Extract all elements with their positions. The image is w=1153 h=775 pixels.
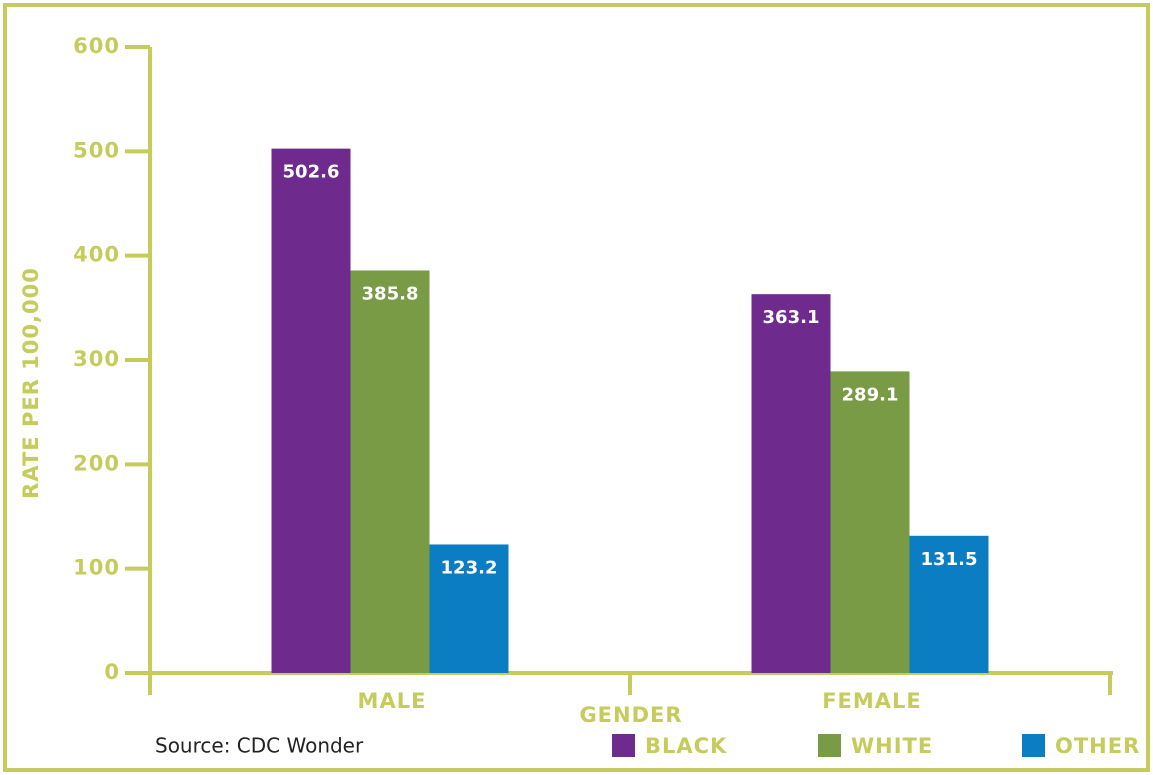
data-label: 123.2 xyxy=(441,557,498,578)
y-tick-label: 500 xyxy=(73,138,120,162)
legend-swatch xyxy=(612,734,635,757)
legend-label: BLACK xyxy=(645,734,727,758)
bar xyxy=(271,148,351,673)
legend-swatch xyxy=(1022,734,1045,757)
data-label: 289.1 xyxy=(842,384,899,405)
bar xyxy=(751,294,831,673)
y-tick-label: 400 xyxy=(73,243,120,267)
x-axis-label: GENDER xyxy=(579,703,682,727)
legend-label: WHITE xyxy=(851,734,933,758)
bar xyxy=(830,371,910,673)
x-tick-label: FEMALE xyxy=(822,689,922,713)
bar xyxy=(350,270,430,673)
legend-label: OTHER xyxy=(1055,734,1140,758)
legend-swatch xyxy=(818,734,841,757)
data-label: 131.5 xyxy=(921,549,978,570)
data-label: 363.1 xyxy=(763,307,820,328)
y-tick-label: 200 xyxy=(73,451,120,475)
source-note: Source: CDC Wonder xyxy=(155,734,364,758)
y-axis-label: RATE PER 100,000 xyxy=(19,267,43,499)
y-tick-label: 100 xyxy=(73,556,120,580)
frame xyxy=(3,3,1150,772)
y-tick-label: 600 xyxy=(73,34,120,58)
data-label: 385.8 xyxy=(362,283,419,304)
bar xyxy=(429,544,509,673)
y-tick-label: 300 xyxy=(73,347,120,371)
x-tick-label: MALE xyxy=(358,689,427,713)
bar xyxy=(909,535,989,673)
data-label: 502.6 xyxy=(283,162,340,183)
y-tick-label: 0 xyxy=(104,660,120,684)
